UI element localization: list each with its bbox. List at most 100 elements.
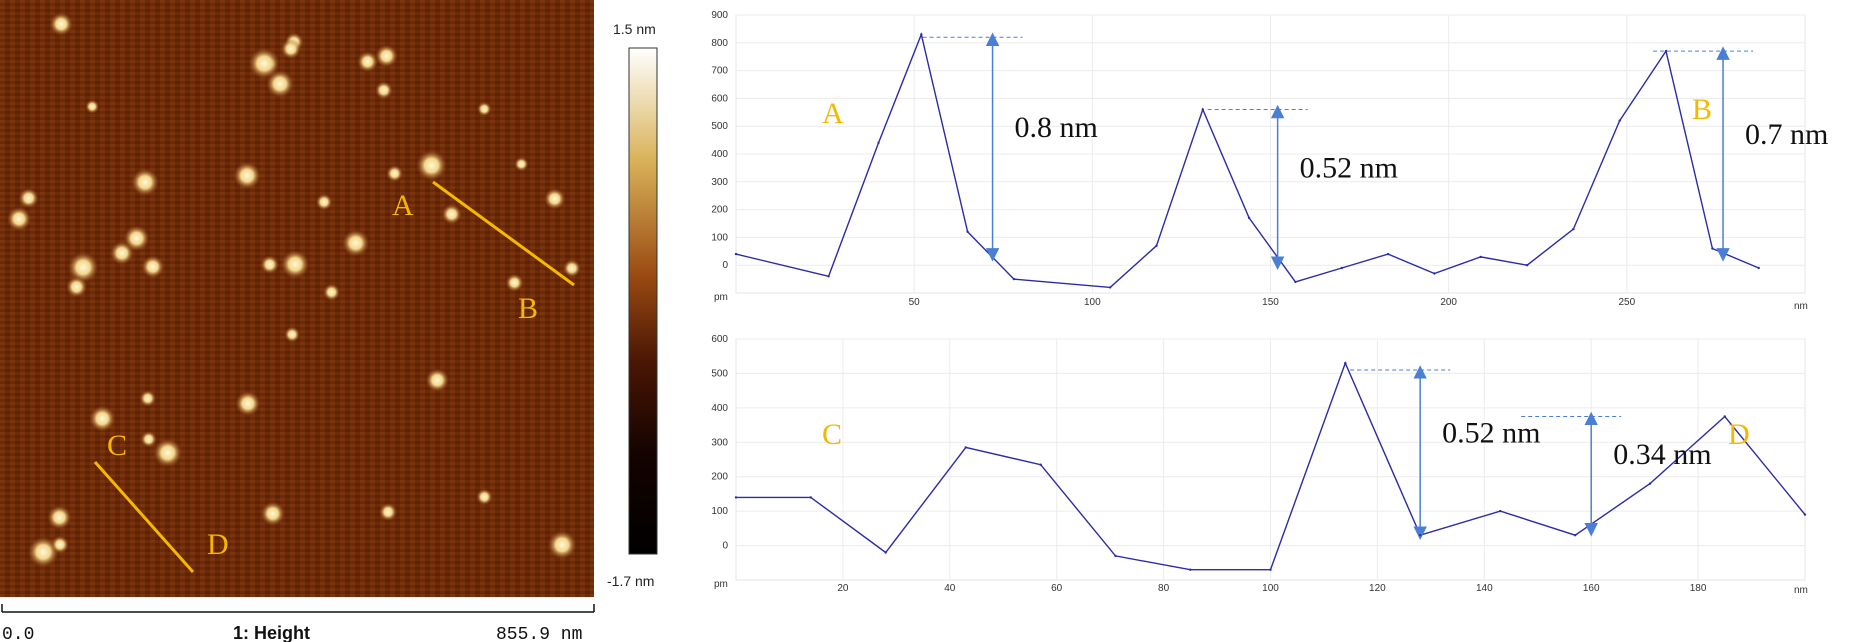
chart-ab-y-tick-label: 900 bbox=[711, 10, 728, 21]
chart-ab-data-point bbox=[1386, 252, 1390, 256]
chart-cd-x-tick-label: 20 bbox=[837, 583, 849, 594]
chart-ab-x-unit: nm bbox=[1794, 301, 1808, 312]
scale-bar: 0.0 1: Height 855.9 nm bbox=[1, 604, 595, 642]
chart-cd-y-tick-label: 600 bbox=[711, 334, 728, 345]
afm-particle bbox=[235, 390, 261, 417]
chart-ab-y-unit: pm bbox=[714, 292, 728, 303]
chart-cd-gridlines bbox=[735, 338, 1806, 581]
chart-cd-y-tick-label: 200 bbox=[711, 472, 728, 483]
afm-particle bbox=[280, 249, 310, 279]
afm-particle bbox=[6, 206, 32, 232]
chart-cd-x-tick-label: 60 bbox=[1051, 583, 1063, 594]
chart-cd-x-tick-label: 80 bbox=[1158, 583, 1170, 594]
afm-label-a: A bbox=[392, 189, 414, 222]
chart-ab-data-point bbox=[1201, 108, 1205, 111]
afm-particle bbox=[140, 431, 157, 448]
chart-cd-y-tick-label: 400 bbox=[711, 403, 728, 414]
afm-particle bbox=[260, 255, 280, 274]
chart-cd-y-tick-label: 500 bbox=[711, 368, 728, 379]
chart-ab-data-point bbox=[1711, 247, 1714, 250]
afm-particle bbox=[477, 101, 492, 117]
afm-particle bbox=[374, 81, 393, 100]
chart-cd-y-tick-label: 0 bbox=[722, 541, 728, 552]
afm-particle bbox=[547, 530, 577, 560]
chart-ab-data-point bbox=[1757, 266, 1760, 270]
chart-ab-data-point bbox=[1155, 244, 1158, 247]
chart-ab-data-point bbox=[734, 252, 738, 256]
afm-particle bbox=[284, 326, 301, 343]
afm-particle bbox=[89, 405, 116, 432]
chart-ab-data-point bbox=[1294, 280, 1297, 284]
chart-ab-data-point bbox=[877, 141, 880, 145]
chart-cd-y-tick-label: 300 bbox=[711, 437, 728, 448]
chart-ab-series-line bbox=[735, 32, 1759, 289]
chart-ab-y-ticks: 900 800 700 600 500 400 300 200 100 0 bbox=[711, 10, 728, 271]
chart-cd-height-label: 0.52 nm bbox=[1442, 417, 1540, 450]
afm-particle bbox=[49, 12, 73, 36]
afm-particle bbox=[505, 273, 524, 292]
chart-ab-x-tick-label: 250 bbox=[1618, 297, 1635, 308]
afm-particle bbox=[476, 488, 493, 506]
chart-ab-x-tick-label: 200 bbox=[1440, 297, 1457, 308]
chart-cd-data-point bbox=[1269, 568, 1272, 571]
chart-ab-data-point bbox=[1664, 49, 1668, 53]
afm-particle bbox=[47, 505, 72, 530]
chart-ab-label-a: A bbox=[822, 97, 844, 130]
afm-particle bbox=[260, 501, 286, 526]
afm-label-c: C bbox=[107, 429, 127, 462]
chart-ab-data-point bbox=[1109, 286, 1112, 289]
chart-ab-height-label: 0.7 nm bbox=[1745, 118, 1828, 151]
chart-ab-data-point bbox=[827, 275, 830, 278]
chart-cd-label-d: D bbox=[1728, 418, 1750, 451]
chart-cd-x-ticks: 20 40 60 80 100 120 140 160 180 bbox=[837, 583, 1707, 594]
chart-ab-data-point bbox=[1572, 227, 1575, 231]
chart-ab-y-tick-label: 700 bbox=[711, 66, 728, 77]
chart-ab-x-tick-label: 50 bbox=[909, 297, 921, 308]
chart-cd-data-point bbox=[1803, 513, 1807, 516]
chart-ab-data-point bbox=[1247, 216, 1251, 220]
afm-particle bbox=[341, 229, 370, 257]
chart-cd-data-point bbox=[734, 496, 738, 499]
chart-ab-data-point bbox=[1433, 272, 1436, 275]
chart-cd-x-unit: nm bbox=[1794, 585, 1808, 596]
profile-chart-ab: 50 100 150 200 250 900 800 700 600 500 400 300 200 1… bbox=[711, 10, 1828, 312]
chart-ab-label-b: B bbox=[1692, 93, 1712, 126]
afm-particle bbox=[153, 438, 183, 468]
afm-particle bbox=[67, 251, 99, 283]
chart-ab-y-tick-label: 100 bbox=[711, 232, 728, 243]
chart-cd-y-tick-label: 100 bbox=[711, 506, 728, 517]
chart-ab-x-tick-label: 150 bbox=[1262, 297, 1279, 308]
chart-ab-height-label: 0.52 nm bbox=[1300, 151, 1398, 184]
chart-ab-height-label: 0.8 nm bbox=[1015, 111, 1098, 144]
chart-ab-annotations: 0.8 nm 0.52 nm 0.7 nm bbox=[922, 32, 1828, 270]
chart-ab-y-tick-label: 800 bbox=[711, 38, 728, 49]
scan-line-ab bbox=[432, 180, 575, 287]
afm-label-d: D bbox=[207, 528, 229, 561]
afm-particle bbox=[514, 156, 529, 172]
chart-cd-data-point bbox=[964, 446, 967, 449]
chart-ab-x-ticks: 50 100 150 200 250 bbox=[909, 297, 1636, 308]
chart-ab-data-point bbox=[1618, 119, 1621, 122]
chart-cd-data-point bbox=[1419, 534, 1422, 537]
chart-cd-data-point bbox=[1344, 361, 1347, 365]
scale-end-label: 855.9 nm bbox=[496, 625, 582, 642]
afm-height-image: A B C D bbox=[0, 0, 594, 597]
afm-particle bbox=[315, 193, 333, 211]
chart-cd-x-tick-label: 140 bbox=[1476, 583, 1493, 594]
chart-cd-x-tick-label: 120 bbox=[1369, 583, 1386, 594]
afm-particle bbox=[280, 38, 302, 60]
chart-ab-data-point bbox=[1340, 266, 1344, 270]
afm-particle bbox=[441, 204, 462, 225]
afm-particle bbox=[65, 276, 88, 298]
afm-particle bbox=[425, 368, 450, 393]
height-colorbar: 1.5 nm -1.7 nm bbox=[607, 21, 658, 589]
chart-ab-data-point bbox=[1012, 277, 1016, 281]
afm-particles bbox=[6, 12, 582, 568]
chart-cd-x-tick-label: 160 bbox=[1583, 583, 1600, 594]
chart-cd-data-point bbox=[1723, 415, 1727, 418]
afm-particle bbox=[131, 168, 160, 197]
chart-cd-data-point bbox=[809, 496, 812, 499]
chart-cd-data-point bbox=[1648, 482, 1652, 485]
chart-ab-data-point bbox=[1479, 255, 1482, 259]
